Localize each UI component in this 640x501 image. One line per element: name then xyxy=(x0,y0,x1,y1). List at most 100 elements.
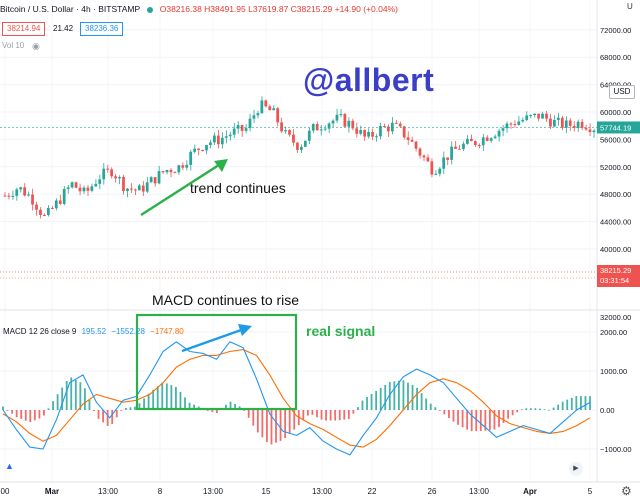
eye-icon[interactable]: ◉ xyxy=(32,41,40,51)
histogram-bar xyxy=(475,410,478,432)
candle-body xyxy=(497,130,501,137)
volume-label[interactable]: Vol 10 xyxy=(2,41,25,50)
histogram-bar xyxy=(215,410,218,414)
histogram-bar xyxy=(534,408,537,410)
histogram-bar xyxy=(416,387,418,410)
candle-body xyxy=(414,141,418,149)
play-icon[interactable]: ▶ xyxy=(569,462,583,476)
histogram-bar xyxy=(243,410,246,411)
candle-body xyxy=(122,176,125,192)
histogram-bar xyxy=(343,410,346,420)
candle-body xyxy=(86,187,90,191)
candle-body xyxy=(94,183,98,187)
histogram-bar xyxy=(152,389,155,410)
candle-body xyxy=(580,121,584,128)
histogram-bar xyxy=(11,410,14,414)
candle-body xyxy=(347,120,351,127)
gear-icon[interactable]: ⚙ xyxy=(621,484,632,498)
histogram-bar xyxy=(261,410,264,438)
histogram-bar xyxy=(347,410,350,419)
histogram-bar xyxy=(79,382,82,410)
histogram-bar xyxy=(397,380,400,410)
histogram-bar xyxy=(256,410,259,433)
candle-body xyxy=(501,128,505,131)
histogram-bar xyxy=(338,410,341,421)
macd-legend[interactable]: MACD 12 26 close 9 195.52 −1552.28 −1747… xyxy=(3,327,184,336)
histogram-bar xyxy=(111,410,114,424)
currency-button[interactable]: USD xyxy=(609,85,635,99)
candle-body xyxy=(110,169,113,177)
candle-body xyxy=(260,100,264,114)
signal-box xyxy=(135,313,298,411)
candle-body xyxy=(7,195,11,197)
time-tick-label: 13:00 xyxy=(98,487,119,496)
histogram-bar xyxy=(516,410,519,413)
grid-lines xyxy=(0,29,597,450)
candle-body xyxy=(592,130,596,133)
candle-body xyxy=(224,136,228,138)
candle-body xyxy=(505,123,509,129)
candle-body xyxy=(454,146,457,149)
symbol-header: Bitcoin / U.S. Dollar · 4h · BITSTAMP O3… xyxy=(0,4,398,14)
candle-body xyxy=(284,130,287,132)
price-tick-label: 40000.00 xyxy=(600,245,631,254)
candle-body xyxy=(469,138,473,142)
candle-body xyxy=(426,157,430,162)
candle-body xyxy=(82,187,86,192)
candle-body xyxy=(153,177,157,184)
candle-body xyxy=(339,114,343,116)
green-dot-icon xyxy=(147,6,154,13)
candle-body xyxy=(351,120,355,129)
time-tick-label: 13:00 xyxy=(469,487,490,496)
buy-button[interactable]: 38236.36 xyxy=(80,22,124,36)
histogram-bar xyxy=(407,382,409,410)
candle-body xyxy=(11,195,15,197)
candle-body xyxy=(118,176,121,179)
symbol-title[interactable]: Bitcoin / U.S. Dollar · 4h · BITSTAMP xyxy=(0,4,140,14)
time-tick-label: 26 xyxy=(428,487,437,496)
histogram-bar xyxy=(402,380,405,410)
candle-body xyxy=(545,113,548,119)
histogram-bar xyxy=(498,410,500,428)
candle-body xyxy=(296,142,299,150)
histogram-bar xyxy=(225,404,227,410)
candle-body xyxy=(485,137,489,141)
sell-button[interactable]: 38214.94 xyxy=(2,22,46,36)
histogram-bar xyxy=(411,385,414,410)
histogram-bar xyxy=(211,410,214,412)
candle-body xyxy=(430,161,434,175)
histogram-bar xyxy=(284,410,287,439)
histogram-bar xyxy=(311,410,314,415)
candle-body xyxy=(90,186,94,191)
histogram-bar xyxy=(33,410,36,421)
histogram-bar xyxy=(61,387,64,410)
candle-body xyxy=(292,134,295,143)
histogram-bar xyxy=(361,400,364,410)
price-tick-label: 52000.00 xyxy=(600,163,631,172)
candle-body xyxy=(256,113,260,116)
candle-body xyxy=(533,113,536,116)
candle-body xyxy=(228,134,232,137)
trend-arrow-shaft xyxy=(140,161,223,217)
candle-body xyxy=(149,177,153,183)
candle-body xyxy=(553,119,556,127)
candle-body xyxy=(27,194,30,196)
trend-arrowhead xyxy=(214,159,228,172)
candle-body xyxy=(379,125,382,137)
time-tick-label: 5 xyxy=(588,487,593,496)
candle-body xyxy=(477,144,481,146)
marker-price-badge xyxy=(597,265,640,287)
trend-annotation: trend continues xyxy=(190,180,286,196)
histogram-bar xyxy=(448,410,450,418)
zoom-icon[interactable]: ▲ xyxy=(5,461,14,471)
histogram-bar xyxy=(184,397,186,410)
candle-body xyxy=(126,188,129,192)
candle-body xyxy=(197,148,200,151)
histogram-bar xyxy=(279,410,282,441)
candle-body xyxy=(537,113,540,119)
candle-body xyxy=(50,207,54,209)
